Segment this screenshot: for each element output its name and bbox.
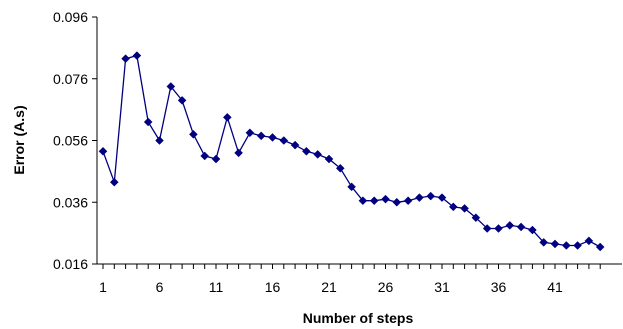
data-point-marker <box>448 202 458 212</box>
data-point-marker <box>324 154 334 164</box>
axis-ticks <box>92 16 601 269</box>
data-point-marker <box>290 140 300 150</box>
data-point-marker <box>268 133 277 142</box>
x-tick-label: 36 <box>491 279 507 295</box>
data-point-marker <box>550 239 560 249</box>
y-tick-label: 0.056 <box>53 133 88 149</box>
x-tick-label: 16 <box>265 279 281 295</box>
data-point-marker <box>335 163 345 173</box>
data-point-marker <box>437 193 447 202</box>
y-axis-title: Error (A.s) <box>11 105 27 174</box>
data-point-marker <box>369 196 379 206</box>
data-point-marker <box>121 54 130 64</box>
data-point-marker <box>381 194 390 204</box>
data-point-marker <box>245 128 255 138</box>
data-point-marker <box>313 150 323 159</box>
data-point-marker <box>256 131 266 141</box>
data-point-marker <box>98 146 108 156</box>
data-point-marker <box>200 151 210 161</box>
data-point-marker <box>358 196 368 206</box>
series-markers <box>98 51 605 252</box>
data-point-marker <box>415 193 424 202</box>
x-axis-title: Number of steps <box>303 310 414 326</box>
x-tick-label: 1 <box>99 279 107 295</box>
data-point-marker <box>189 129 198 139</box>
data-point-marker <box>516 222 526 232</box>
data-point-marker <box>403 196 413 206</box>
data-point-marker <box>392 197 402 207</box>
data-point-marker <box>211 154 221 164</box>
data-point-marker <box>132 51 142 60</box>
data-point-marker <box>539 238 549 247</box>
data-point-marker <box>166 82 176 91</box>
data-point-marker <box>155 136 164 145</box>
data-point-marker <box>471 213 481 223</box>
data-point-marker <box>302 146 311 156</box>
data-point-marker <box>234 148 243 158</box>
x-tick-label: 31 <box>434 279 450 295</box>
data-point-marker <box>482 224 492 233</box>
y-tick-label: 0.036 <box>53 194 88 210</box>
data-point-marker <box>528 225 537 235</box>
y-tick-label: 0.076 <box>53 71 88 87</box>
data-point-marker <box>584 236 594 246</box>
data-point-marker <box>143 117 153 127</box>
series-line <box>102 54 601 248</box>
data-point-marker <box>573 241 582 250</box>
x-tick-label: 21 <box>321 279 337 295</box>
y-tick-label: 0.096 <box>53 9 88 25</box>
y-tick-label: 0.016 <box>53 256 88 272</box>
x-tick-label: 26 <box>378 279 394 295</box>
x-tick-label: 6 <box>156 279 164 295</box>
x-tick-label: 11 <box>209 279 224 295</box>
data-point-marker <box>494 224 503 233</box>
data-point-marker <box>347 182 356 192</box>
data-point-marker <box>177 96 187 105</box>
x-tick-label: 41 <box>547 279 563 295</box>
data-point-marker <box>561 241 571 250</box>
data-point-marker <box>460 204 469 213</box>
data-point-marker <box>426 191 436 201</box>
data-point-marker <box>595 242 605 252</box>
data-point-marker <box>222 112 232 122</box>
data-point-marker <box>279 136 289 145</box>
data-point-marker <box>109 177 119 187</box>
data-point-marker <box>505 221 515 230</box>
